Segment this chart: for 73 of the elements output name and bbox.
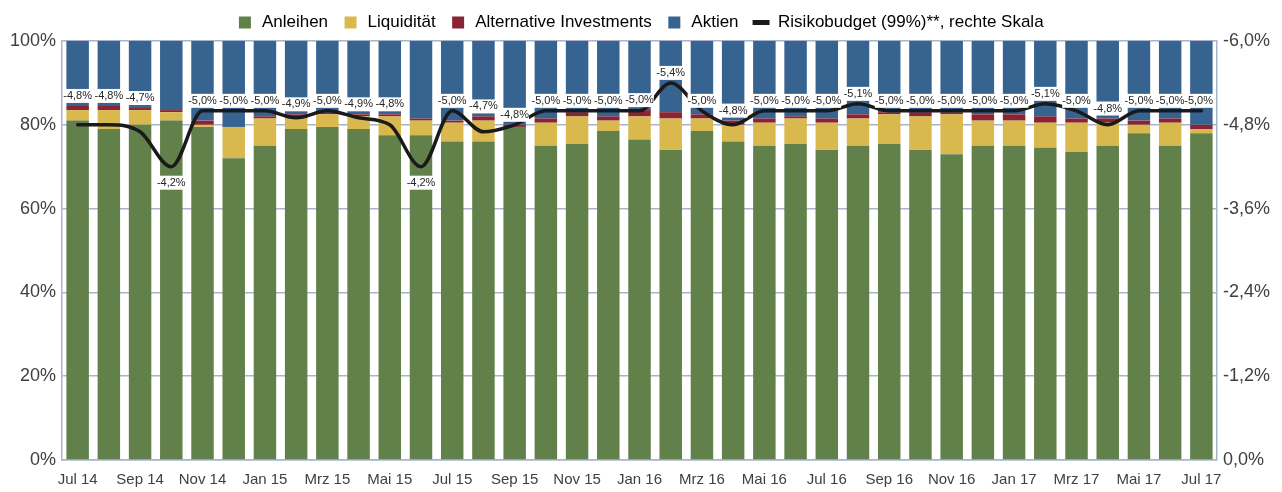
x-tick-label: Nov 15 — [553, 470, 601, 488]
data-label: -5,0% — [188, 93, 218, 106]
x-tick-label: Mrz 17 — [1053, 470, 1100, 488]
data-label: -4,8% — [1093, 101, 1123, 114]
data-label: -4,8% — [718, 103, 748, 116]
data-label: -4,7% — [125, 91, 155, 104]
legend-label: Aktien — [691, 12, 739, 32]
data-label: -5,0% — [1155, 93, 1185, 106]
data-label: -5,4% — [656, 65, 686, 78]
y-tick-label: 40% — [20, 281, 57, 302]
data-label: -5,0% — [531, 93, 561, 106]
data-label: -5,0% — [625, 93, 655, 106]
x-tick-label: Jul 16 — [806, 470, 847, 488]
data-label: -4,8% — [94, 88, 124, 101]
data-label: -4,9% — [344, 97, 374, 110]
data-label: -5,0% — [1184, 93, 1214, 106]
data-label: -5,0% — [937, 93, 967, 106]
y-tick-label: 80% — [20, 113, 57, 134]
x-tick-label: Sep 16 — [865, 470, 913, 488]
data-label: -5,1% — [1030, 86, 1060, 99]
data-label: -5,0% — [312, 93, 342, 106]
data-label: -5,0% — [250, 93, 280, 106]
x-tick-label: Jan 17 — [991, 470, 1037, 488]
y-tick-label: 100% — [9, 29, 57, 50]
data-label: -5,0% — [874, 93, 904, 106]
x-tick-label: Jan 15 — [242, 470, 288, 488]
data-label: -5,0% — [562, 93, 592, 106]
x-tick-label: Jan 16 — [616, 470, 663, 488]
x-tick-label: Nov 14 — [178, 470, 227, 488]
x-tick-label: Mrz 16 — [679, 470, 725, 488]
x-tick-label: Mrz 15 — [304, 470, 351, 488]
data-label: -5,0% — [219, 93, 249, 106]
data-label: -4,2% — [156, 175, 186, 188]
data-label: -5,0% — [1124, 93, 1154, 106]
x-tick-label: Sep 15 — [490, 470, 539, 488]
data-label: -5,0% — [812, 93, 842, 106]
data-label: -5,0% — [968, 93, 998, 106]
x-tick-label: Jul 17 — [1181, 470, 1222, 488]
data-label: -5,0% — [1062, 93, 1092, 106]
x-tick-label: Nov 16 — [927, 470, 976, 488]
data-label: -4,9% — [281, 97, 311, 110]
data-label: -5,0% — [593, 93, 623, 106]
legend-label: Liquidität — [367, 12, 436, 32]
data-label: -5,0% — [999, 93, 1029, 106]
y2-tick-label: -2,4% — [1222, 281, 1271, 302]
data-label: -5,0% — [781, 93, 811, 106]
x-tick-label: Jul 15 — [432, 470, 473, 488]
data-label: -5,0% — [906, 93, 936, 106]
y-tick-label: 60% — [20, 197, 57, 218]
y2-tick-label: -6,0% — [1222, 29, 1271, 50]
x-tick-label: Mai 15 — [367, 470, 413, 488]
data-label: -5,0% — [687, 93, 717, 106]
data-label: -5,1% — [843, 86, 873, 99]
x-tick-label: Mai 17 — [1116, 470, 1162, 488]
x-tick-label: Jul 14 — [57, 470, 98, 488]
y-tick-label: 20% — [20, 365, 57, 386]
data-label: -4,2% — [406, 175, 436, 188]
data-label: -5,0% — [437, 93, 467, 106]
x-tick-label: Sep 14 — [116, 470, 164, 488]
y2-tick-label: -1,2% — [1222, 365, 1271, 386]
data-label: -4,8% — [375, 97, 405, 110]
legend-label: Anleihen — [261, 12, 329, 32]
y-tick-label: 0% — [30, 448, 57, 469]
legend-label: Alternative Investments — [475, 12, 652, 32]
y2-tick-label: -4,8% — [1222, 113, 1271, 134]
data-label: -4,8% — [63, 88, 93, 101]
data-label: -4,7% — [469, 99, 499, 112]
y2-tick-label: -3,6% — [1222, 197, 1271, 218]
data-label: -5,0% — [749, 93, 779, 106]
legend-label: Risikobudget (99%)**, rechte Skala — [778, 12, 1045, 32]
data-label: -4,8% — [500, 107, 530, 120]
x-tick-label: Mai 16 — [741, 470, 787, 488]
y2-tick-label: 0,0% — [1222, 448, 1265, 469]
